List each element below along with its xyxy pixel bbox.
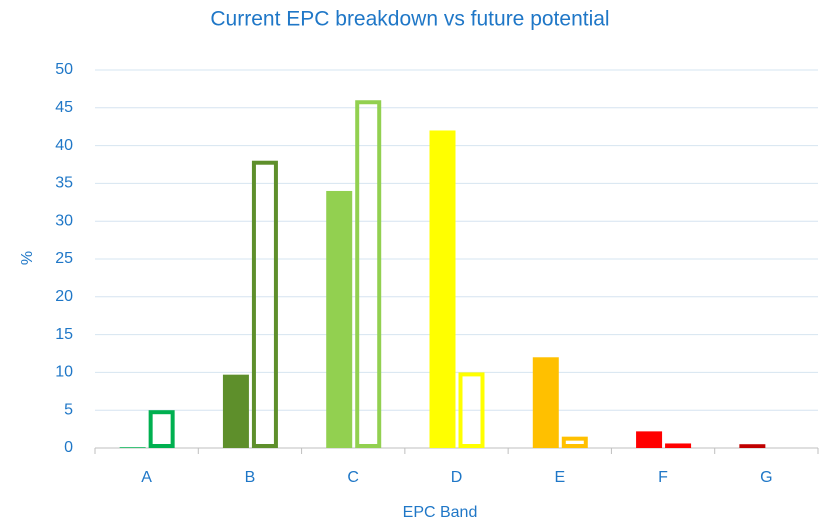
bar bbox=[665, 443, 692, 448]
x-axis-label: EPC Band bbox=[403, 504, 478, 521]
bar bbox=[119, 447, 146, 448]
x-tick-label: D bbox=[451, 469, 463, 486]
bar bbox=[326, 190, 353, 448]
y-tick-label: 35 bbox=[55, 175, 73, 192]
x-tick-label: A bbox=[141, 469, 152, 486]
y-tick-label: 30 bbox=[55, 212, 73, 229]
chart-title: Current EPC breakdown vs future potentia… bbox=[210, 8, 609, 31]
bar bbox=[561, 436, 588, 449]
bar bbox=[429, 130, 456, 449]
x-tick-label: E bbox=[554, 469, 565, 486]
y-tick-label: 40 bbox=[55, 137, 73, 154]
y-tick-label: 15 bbox=[55, 326, 73, 343]
y-tick-label: 0 bbox=[64, 439, 73, 456]
bar bbox=[222, 374, 249, 448]
y-tick-label: 45 bbox=[55, 99, 73, 116]
x-tick-label: G bbox=[760, 469, 772, 486]
bar bbox=[739, 444, 766, 448]
x-tick-label: B bbox=[245, 469, 256, 486]
bar bbox=[355, 100, 382, 449]
x-tick-label: C bbox=[347, 469, 359, 486]
y-tick-label: 25 bbox=[55, 250, 73, 267]
bar bbox=[636, 431, 663, 448]
x-tick-label: F bbox=[658, 469, 668, 486]
y-tick-label: 10 bbox=[55, 364, 73, 381]
y-tick-label: 50 bbox=[55, 61, 73, 78]
y-tick-label: 20 bbox=[55, 288, 73, 305]
bar bbox=[148, 410, 175, 449]
bar bbox=[532, 357, 559, 448]
y-tick-label: 5 bbox=[64, 401, 73, 418]
bar bbox=[251, 160, 278, 448]
y-axis-label: % bbox=[19, 251, 36, 265]
bar bbox=[458, 372, 485, 448]
